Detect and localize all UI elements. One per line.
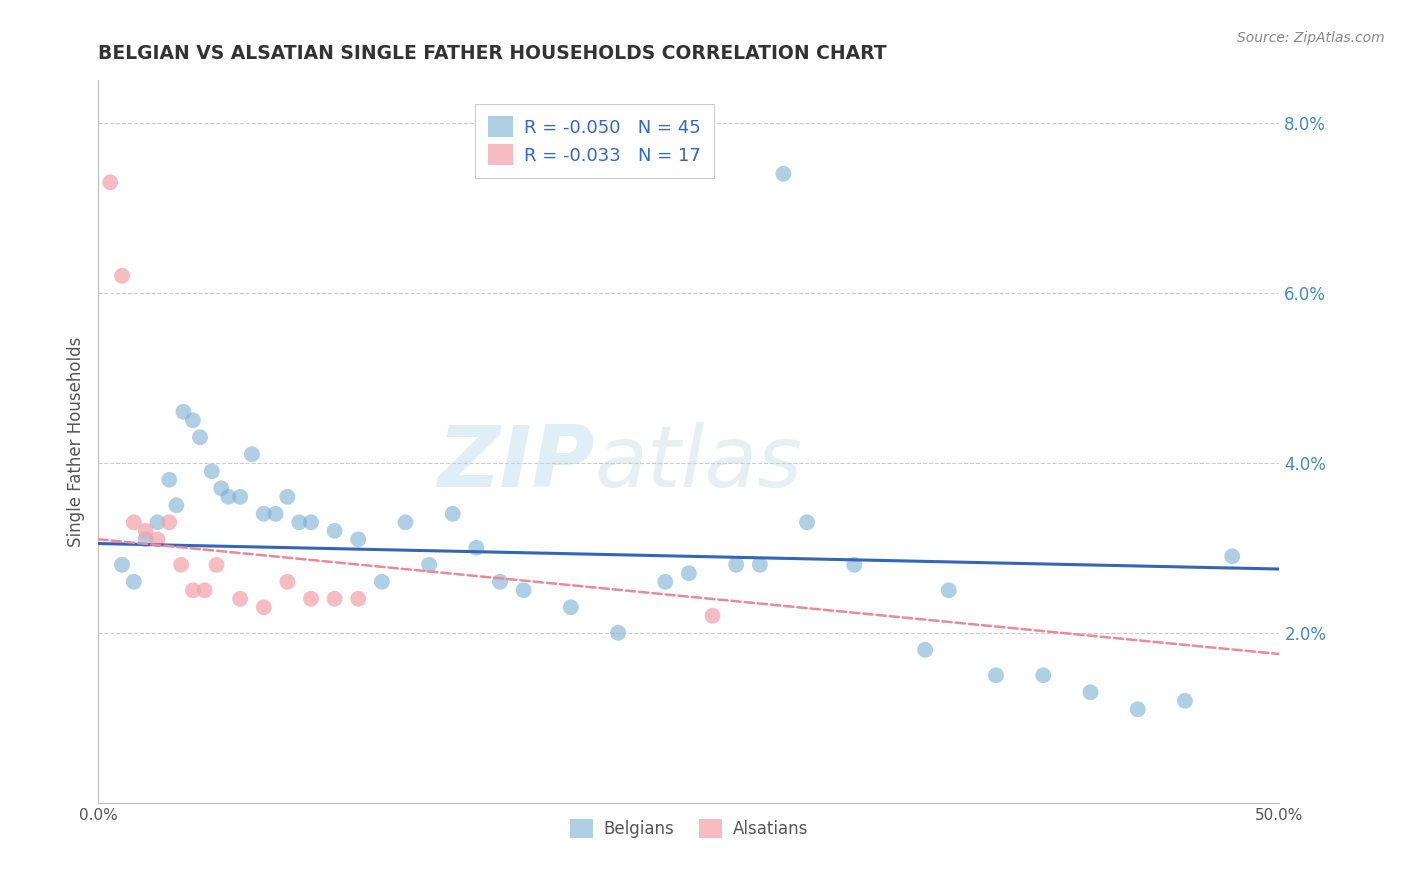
Point (441, 507, 464, 521)
Point (276, 574, 298, 589)
Point (253, 507, 276, 521)
Point (844, 558, 866, 572)
Point (205, 558, 228, 572)
Point (1032, 668, 1054, 682)
Point (938, 583, 960, 598)
Point (465, 541, 488, 555)
Point (299, 516, 322, 530)
Point (240, 447, 263, 461)
Point (146, 516, 169, 530)
Point (748, 558, 770, 572)
Point (122, 516, 145, 530)
Point (264, 507, 287, 521)
Point (172, 405, 194, 419)
Point (914, 642, 936, 657)
Point (201, 464, 224, 478)
Point (394, 516, 416, 530)
Point (146, 533, 169, 547)
Point (217, 490, 239, 504)
Point (135, 533, 157, 547)
Point (181, 413, 204, 427)
Text: Source: ZipAtlas.com: Source: ZipAtlas.com (1237, 31, 1385, 45)
Point (122, 574, 145, 589)
Point (796, 516, 818, 530)
Point (654, 574, 676, 589)
Point (288, 516, 311, 530)
Point (188, 430, 211, 444)
Point (111, 558, 134, 572)
Point (209, 481, 232, 495)
Y-axis label: Single Father Households: Single Father Households (66, 336, 84, 547)
Point (323, 591, 346, 606)
Point (560, 600, 582, 615)
Point (111, 268, 134, 283)
Point (229, 591, 252, 606)
Point (276, 490, 298, 504)
Point (371, 574, 394, 589)
Point (489, 574, 512, 589)
Text: atlas: atlas (595, 422, 803, 505)
Point (165, 498, 187, 512)
Point (678, 566, 700, 581)
Text: BELGIAN VS ALSATIAN SINGLE FATHER HOUSEHOLDS CORRELATION CHART: BELGIAN VS ALSATIAN SINGLE FATHER HOUSEH… (98, 45, 887, 63)
Point (347, 591, 370, 606)
Text: ZIP: ZIP (437, 422, 595, 505)
Point (253, 600, 276, 615)
Point (170, 558, 193, 572)
Point (1220, 549, 1243, 564)
Point (229, 490, 252, 504)
Point (725, 558, 748, 572)
Point (181, 583, 204, 598)
Point (299, 591, 322, 606)
Point (157, 473, 180, 487)
Point (512, 583, 534, 598)
Point (347, 533, 370, 547)
Point (98, 175, 121, 189)
Point (194, 583, 217, 598)
Point (135, 524, 157, 538)
Point (1080, 685, 1102, 699)
Point (157, 516, 180, 530)
Legend: Belgians, Alsatians: Belgians, Alsatians (564, 813, 814, 845)
Point (323, 524, 346, 538)
Point (1126, 702, 1149, 716)
Point (984, 668, 1007, 682)
Point (418, 558, 440, 572)
Point (702, 608, 724, 623)
Point (1174, 694, 1197, 708)
Point (772, 167, 794, 181)
Point (607, 625, 630, 640)
